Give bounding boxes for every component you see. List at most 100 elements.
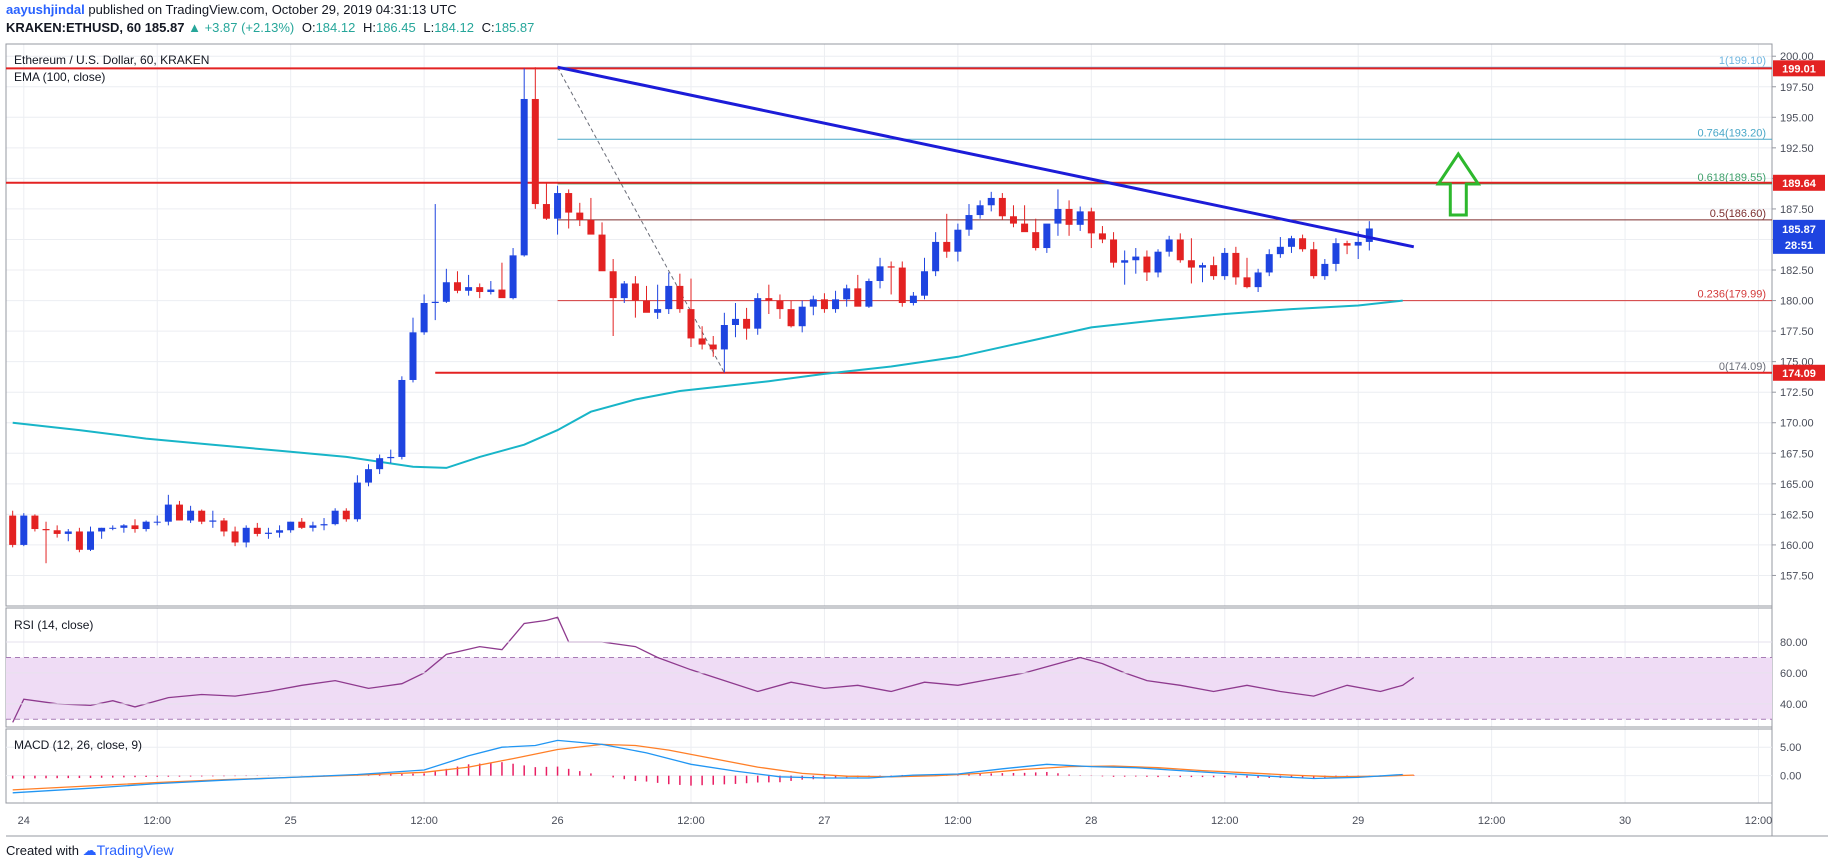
bearish-candle xyxy=(298,521,306,528)
bearish-candle xyxy=(609,271,617,299)
x-tick-label: 30 xyxy=(1619,815,1631,827)
bullish-candle xyxy=(798,306,806,327)
bullish-candle xyxy=(20,515,28,545)
fib-level-label: 0(174.09) xyxy=(1719,361,1766,373)
bearish-candle xyxy=(854,288,862,307)
rsi-pane[interactable] xyxy=(6,616,1772,723)
price-line-tag-label: 199.01 xyxy=(1782,63,1816,75)
descending-trend-line xyxy=(557,65,1415,249)
x-tick-label: 12:00 xyxy=(410,815,438,827)
bearish-candle xyxy=(75,531,83,550)
bearish-candle xyxy=(1087,211,1095,234)
y-tick-label: 157.50 xyxy=(1780,570,1814,582)
bullish-candle xyxy=(465,287,473,291)
price-line-tag-label: 189.64 xyxy=(1782,178,1817,190)
bearish-candle xyxy=(709,344,717,350)
y-tick-label: 200.00 xyxy=(1780,51,1814,63)
tradingview-brand[interactable]: TradingView xyxy=(96,842,174,858)
y-tick-label: 160.00 xyxy=(1780,540,1814,552)
bullish-candle xyxy=(1054,208,1062,224)
bullish-candle xyxy=(921,271,929,296)
symbol-line: KRAKEN:ETHUSD, 60 185.87 ▲ +3.87 (+2.13%… xyxy=(6,20,534,36)
x-tick-label: 24 xyxy=(18,815,30,827)
close-label: C: xyxy=(481,20,495,35)
bullish-candle xyxy=(1121,260,1129,263)
bullish-candle xyxy=(1276,246,1284,255)
price-line-tag-label: 174.09 xyxy=(1782,368,1816,380)
bearish-candle xyxy=(1032,232,1040,249)
x-tick-label: 28 xyxy=(1085,815,1097,827)
bullish-arrow-icon xyxy=(1435,151,1482,217)
bearish-candle xyxy=(998,197,1006,217)
rsi-y-tick-label: 40.00 xyxy=(1780,699,1808,711)
bearish-candle xyxy=(1021,223,1029,233)
x-tick-label: 29 xyxy=(1352,815,1364,827)
macd-y-tick-label: 0.00 xyxy=(1780,771,1801,783)
x-tick-label: 12:00 xyxy=(143,815,171,827)
countdown-label: 28:51 xyxy=(1785,240,1813,252)
bullish-candle xyxy=(976,205,984,216)
bearish-candle xyxy=(342,510,350,520)
last-price-tag xyxy=(1773,219,1825,254)
author-link[interactable]: aayushjindal xyxy=(6,2,85,17)
bullish-candle xyxy=(487,289,495,293)
y-tick-label: 197.50 xyxy=(1780,82,1814,94)
bearish-candle xyxy=(1176,239,1184,261)
y-tick-label: 195.00 xyxy=(1780,112,1814,124)
open-value: 184.12 xyxy=(315,20,356,35)
bearish-candle xyxy=(1343,243,1351,246)
bullish-candle xyxy=(365,469,373,483)
bearish-candle xyxy=(820,299,828,310)
y-tick-label: 170.00 xyxy=(1780,418,1814,430)
low-value: 184.12 xyxy=(434,20,474,35)
bearish-candle xyxy=(531,98,539,205)
bearish-candle xyxy=(887,266,895,268)
macd-pane[interactable] xyxy=(6,739,1772,794)
bullish-candle xyxy=(142,521,150,530)
bullish-candle xyxy=(1354,241,1362,246)
bullish-candle xyxy=(909,295,917,304)
bullish-candle xyxy=(420,303,428,333)
x-tick-label: 27 xyxy=(818,815,830,827)
bullish-candle xyxy=(264,532,272,534)
bearish-candle xyxy=(1009,216,1017,224)
bullish-candle xyxy=(932,241,940,272)
bullish-candle xyxy=(1132,256,1140,261)
last-price-label: 185.87 xyxy=(1782,224,1816,236)
bearish-candle xyxy=(9,515,17,545)
bullish-candle xyxy=(398,379,406,457)
y-tick-label: 167.50 xyxy=(1780,448,1814,460)
bullish-candle xyxy=(276,530,284,533)
bullish-candle xyxy=(520,98,528,256)
bullish-candle xyxy=(409,332,417,380)
bearish-candle xyxy=(1187,260,1195,268)
bullish-candle xyxy=(153,521,161,523)
bullish-candle xyxy=(665,285,673,310)
bullish-candle xyxy=(1332,243,1340,264)
bullish-candle xyxy=(387,456,395,459)
bullish-candle xyxy=(209,520,217,522)
price-pane[interactable]: 1(199.10) 0.764(193.20) 0.618(189.55) 0.5(1… xyxy=(6,55,1772,564)
bullish-candle xyxy=(1265,254,1273,273)
bullish-candle xyxy=(1321,263,1329,277)
bearish-candle xyxy=(631,283,639,301)
x-tick-label: 12:00 xyxy=(944,815,972,827)
bearish-candle xyxy=(1065,208,1073,225)
bullish-candle xyxy=(1287,238,1295,247)
fib-level-label: 0.5(186.60) xyxy=(1710,208,1766,220)
bullish-candle xyxy=(1165,239,1173,252)
price-line-tag xyxy=(1773,60,1825,77)
bearish-candle xyxy=(1098,233,1106,240)
bullish-candle xyxy=(431,301,439,304)
y-tick-label: 172.50 xyxy=(1780,387,1814,399)
y-tick-label: 182.50 xyxy=(1780,265,1814,277)
bearish-candle xyxy=(53,530,61,534)
bullish-candle xyxy=(554,193,562,219)
macd-pane-title: MACD (12, 26, close, 9) xyxy=(14,738,142,752)
fib-level-label: 1(199.10) xyxy=(1719,55,1766,67)
price-line-tag xyxy=(1773,364,1825,381)
bearish-candle xyxy=(565,193,573,213)
bullish-candle xyxy=(287,521,295,531)
bullish-candle xyxy=(987,197,995,206)
